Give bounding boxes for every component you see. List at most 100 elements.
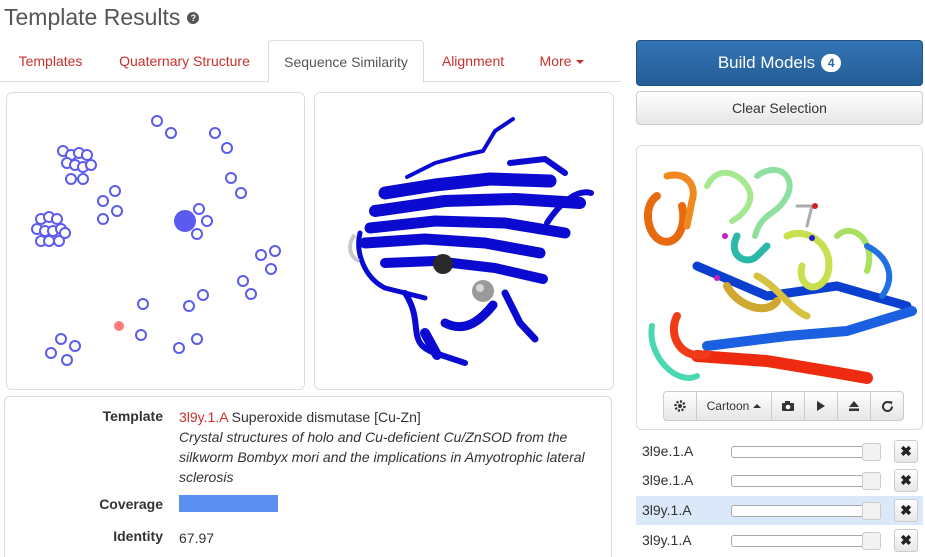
opacity-slider-track[interactable] [731, 505, 869, 517]
similarity-node[interactable] [191, 333, 203, 345]
remove-model-button[interactable]: ✖ [894, 440, 918, 463]
similarity-node[interactable] [193, 203, 205, 215]
similarity-node[interactable] [269, 245, 281, 257]
similarity-node[interactable] [45, 347, 57, 359]
coverage-label: Coverage [99, 496, 163, 512]
template-row: Template 3l9y.1.A Superoxide dismutase [… [5, 407, 610, 487]
clear-selection-label: Clear Selection [732, 100, 827, 116]
similarity-node[interactable] [69, 340, 81, 352]
similarity-node[interactable] [237, 275, 249, 287]
similarity-node[interactable] [245, 288, 257, 300]
similarity-node[interactable] [174, 210, 196, 232]
template-value: 3l9y.1.A Superoxide dismutase [Cu-Zn] Cr… [179, 407, 599, 487]
model-name[interactable]: 3l9y.1.A [642, 532, 692, 548]
similarity-node[interactable] [109, 185, 121, 197]
similarity-node[interactable] [183, 300, 195, 312]
similarity-node[interactable] [165, 127, 177, 139]
remove-model-button[interactable]: ✖ [894, 529, 918, 552]
similarity-scatter[interactable] [7, 93, 305, 390]
opacity-slider-handle[interactable] [862, 532, 881, 550]
gear-icon[interactable] [663, 391, 697, 421]
template-name: Superoxide dismutase [Cu-Zn] [231, 409, 421, 425]
question-circle-icon[interactable]: ? [187, 11, 200, 24]
sequence-similarity-plot[interactable] [6, 92, 305, 390]
similarity-node[interactable] [85, 159, 97, 171]
opacity-slider-handle[interactable] [862, 472, 881, 490]
model-row[interactable]: 3l9y.1.A ✖ [636, 526, 923, 555]
camera-icon[interactable] [771, 391, 805, 421]
model-row[interactable]: 3l9y.1.A ✖ [636, 496, 923, 525]
opacity-slider-track[interactable] [731, 475, 869, 487]
caret-down-icon [576, 60, 585, 65]
template-structure-view[interactable] [314, 92, 614, 390]
template-id-link[interactable]: 3l9y.1.A [179, 409, 228, 425]
model-name[interactable]: 3l9e.1.A [642, 472, 694, 488]
similarity-node[interactable] [151, 115, 163, 127]
opacity-slider-track[interactable] [731, 446, 869, 458]
model-viewer[interactable] [636, 145, 923, 430]
selected-template-node[interactable] [114, 321, 124, 331]
style-dropdown[interactable]: Cartoon [696, 391, 772, 421]
opacity-slider-handle[interactable] [862, 443, 881, 461]
remove-model-button[interactable]: ✖ [894, 499, 918, 522]
style-label: Cartoon [706, 399, 750, 413]
similarity-node[interactable] [77, 173, 89, 185]
eject-icon[interactable] [837, 391, 871, 421]
tab-sequence-similarity[interactable]: Sequence Similarity [268, 40, 424, 83]
similarity-node[interactable] [65, 173, 77, 185]
similarity-node[interactable] [97, 213, 109, 225]
model-row[interactable]: 3l9e.1.A ✖ [636, 437, 923, 466]
model-name[interactable]: 3l9y.1.A [642, 502, 692, 518]
identity-value: 67.97 [179, 530, 215, 546]
similarity-node[interactable] [59, 227, 71, 239]
similarity-node[interactable] [221, 142, 233, 154]
template-label: Template [102, 408, 163, 424]
similarity-node[interactable] [197, 289, 209, 301]
build-models-label: Build Models [717, 53, 816, 72]
opacity-slider-track[interactable] [731, 535, 869, 547]
build-models-button[interactable]: Build Models 4 [636, 40, 923, 86]
viewer-toolbar: Cartoon [663, 391, 904, 421]
page-title: Template Results ? [4, 4, 200, 31]
similarity-node[interactable] [173, 342, 185, 354]
similarity-node[interactable] [111, 205, 123, 217]
similarity-node[interactable] [235, 187, 247, 199]
similarity-node[interactable] [81, 149, 93, 161]
remove-model-button[interactable]: ✖ [894, 469, 918, 492]
tab-alignment[interactable]: Alignment [441, 53, 505, 69]
clear-selection-button[interactable]: Clear Selection [636, 91, 923, 125]
model-name[interactable]: 3l9e.1.A [642, 443, 694, 459]
structure-ribbon-image [348, 117, 594, 366]
refresh-icon[interactable] [870, 391, 904, 421]
similarity-node[interactable] [137, 298, 149, 310]
similarity-node[interactable] [61, 354, 73, 366]
similarity-node[interactable] [201, 215, 213, 227]
similarity-node[interactable] [53, 235, 65, 247]
play-icon[interactable] [804, 391, 838, 421]
template-publication-title: Crystal structures of holo and Cu-defici… [179, 429, 585, 485]
tab-more[interactable]: More [522, 40, 602, 82]
similarity-node[interactable] [265, 263, 277, 275]
caret-up-icon [753, 404, 762, 408]
template-info-panel: Template 3l9y.1.A Superoxide dismutase [… [4, 396, 612, 557]
similarity-node[interactable] [191, 228, 203, 240]
similarity-node[interactable] [209, 127, 221, 139]
similarity-node[interactable] [55, 333, 67, 345]
opacity-slider-handle[interactable] [862, 502, 881, 520]
model-row[interactable]: 3l9e.1.A ✖ [636, 466, 923, 495]
coverage-row: Coverage [5, 495, 610, 515]
similarity-node[interactable] [97, 195, 109, 207]
similarity-node[interactable] [255, 249, 267, 261]
model-cartoon-image [643, 167, 917, 384]
similarity-node[interactable] [225, 172, 237, 184]
similarity-node[interactable] [43, 235, 55, 247]
similarity-node[interactable] [51, 213, 63, 225]
similarity-node[interactable] [135, 329, 147, 341]
tab-quaternary-structure[interactable]: Quaternary Structure [119, 53, 250, 69]
page-title-text: Template Results [4, 4, 181, 30]
tab-templates[interactable]: Templates [18, 53, 83, 69]
close-icon: ✖ [900, 472, 912, 488]
identity-row: Identity 67.97 [5, 527, 610, 547]
close-icon: ✖ [900, 502, 912, 518]
close-icon: ✖ [900, 443, 912, 459]
